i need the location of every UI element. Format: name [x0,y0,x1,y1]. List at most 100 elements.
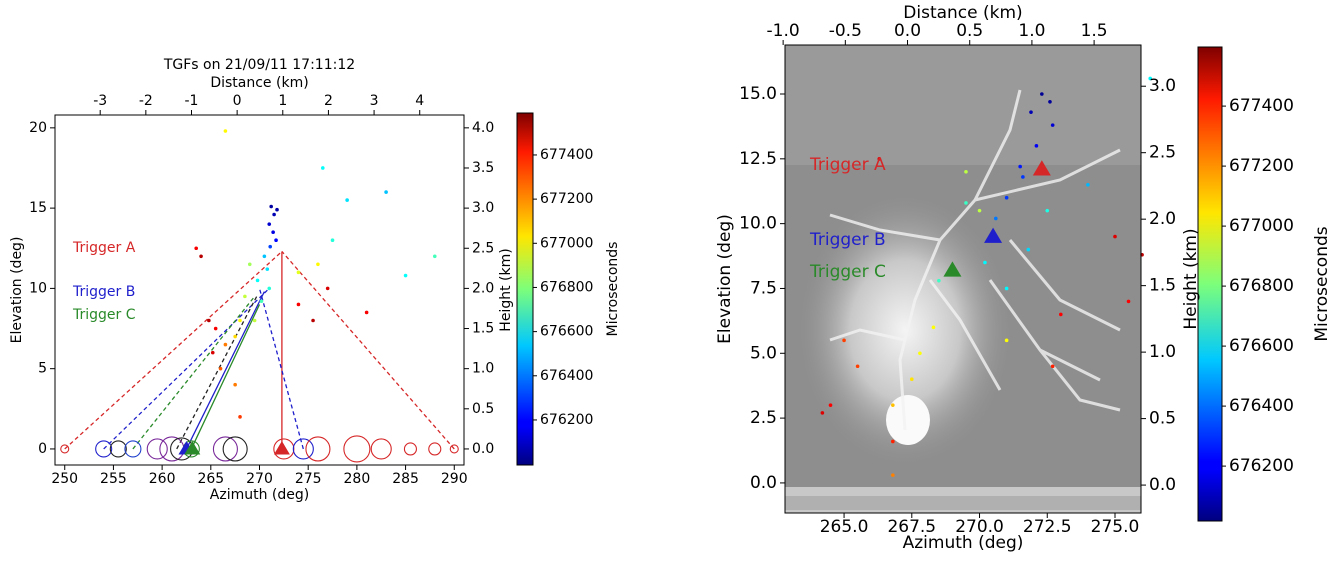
point [964,201,968,205]
x-tick-label: 270.0 [955,517,1004,537]
y2-tick-label: 4.0 [472,120,494,136]
trigger-label: Trigger C [72,307,136,323]
x-tick-label: 265.0 [820,517,869,537]
x-tick-label: 250 [51,471,78,487]
point [937,278,941,283]
trigger-label: Trigger B [809,230,886,250]
trigger-marker [943,261,962,277]
detector [403,442,417,456]
y-tick-label: 10 [29,280,47,296]
point [964,169,968,174]
y2-tick-label: 3.0 [472,200,494,216]
y2-axis-label: Height (km) [498,248,514,331]
colorbar-label: Microseconds [605,242,621,337]
detector [222,436,248,462]
y-tick-label: 15 [29,200,47,216]
point [1004,195,1009,200]
x-tick-label: 265 [197,471,224,487]
point [891,403,895,407]
y2-tick-label: 0.0 [472,441,494,457]
y2-tick-label: 2.0 [472,280,494,296]
point [909,377,914,382]
y2-tick-label: 1.0 [472,361,494,377]
x2-tick-label: -2 [139,93,153,109]
x-tick-label: 270 [246,471,273,487]
point [1029,110,1033,114]
x2-tick-label: -0.5 [829,21,862,41]
point [207,318,211,323]
point [1113,234,1117,239]
point [296,270,301,275]
y-tick-label: 5.0 [750,343,777,363]
x2-axis-label: Distance (km) [210,75,308,91]
point [210,350,215,355]
point [891,439,895,444]
point [1045,208,1050,213]
panel: Trigger A Trigger B Trigger C 265.0 267.5 270… [715,3,1330,553]
y2-tick-label: 1.0 [1149,342,1176,362]
point [268,244,273,249]
point [1004,286,1009,291]
y2-tick-label: 2.5 [472,240,494,256]
point [1040,92,1044,96]
colorbar-tick-label: 676800 [540,279,593,295]
detector [159,436,185,462]
point [233,334,237,339]
point [218,366,223,371]
colorbar-tick-label: 677200 [1229,156,1294,176]
x2-tick-label: 2 [324,93,333,109]
colorbar-tick-label: 676400 [1229,396,1294,416]
colorbar-tick-label: 676800 [1229,276,1294,296]
trigger-label: Trigger B [72,284,135,300]
point [223,129,228,133]
y2-axis-label: Height (km) [1181,228,1201,329]
colorbar [516,112,534,466]
x2-tick-label: 4 [415,93,424,109]
detector [292,438,314,460]
point [1021,175,1025,179]
point [918,351,922,356]
point [877,157,882,161]
point [316,262,320,267]
point [223,342,228,347]
y2-tick-label: 0.5 [1149,409,1176,429]
y-axis-label: Elevation (deg) [715,214,735,344]
point [1034,144,1039,148]
point [269,204,273,209]
point [1018,164,1022,169]
colorbar-tick-label: 677400 [540,147,593,163]
point [267,286,272,291]
x2-tick-label: 3 [370,93,379,109]
point [199,254,203,259]
point [243,294,247,299]
x-axis-label: Azimuth (deg) [903,533,1024,553]
point [194,246,199,251]
point [977,208,982,213]
point [384,190,388,194]
point [233,382,237,387]
x-tick-label: 285 [392,471,419,487]
trigger-label: Trigger A [72,240,136,256]
x2-tick-label: 0 [233,93,242,109]
point [1026,247,1031,252]
detector [212,436,238,462]
point [1059,312,1063,317]
sight-line [132,296,256,450]
point [275,207,279,212]
colorbar-tick-label: 676200 [1229,456,1294,476]
sight-line [281,251,455,450]
point [262,254,267,259]
x-axis-label: Azimuth (deg) [210,487,309,503]
y-tick-label: 7.5 [750,278,777,298]
point [983,260,987,265]
y2-tick-label: 3.5 [472,160,494,176]
colorbar-tick-label: 676400 [540,368,593,384]
sight-line [64,250,283,450]
plot-frame [784,44,1142,514]
point [274,238,278,243]
x-tick-label: 280 [344,471,371,487]
detector [95,440,113,458]
x-tick-label: 260 [149,471,176,487]
trigger-marker [273,440,290,455]
